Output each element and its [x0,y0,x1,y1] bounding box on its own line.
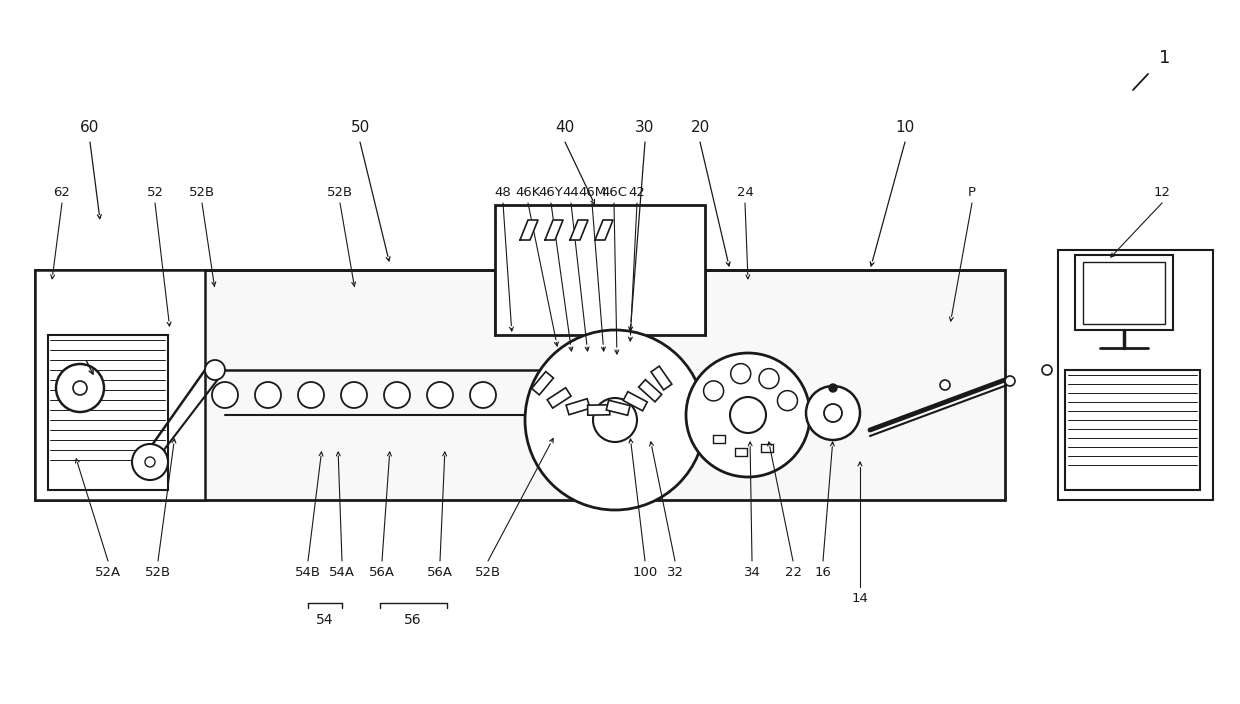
Bar [495,205,706,335]
Bar [1075,255,1173,330]
Text: 46K: 46K [516,185,541,199]
Bar [35,270,205,500]
Text: 42: 42 [629,185,646,199]
Text: 60: 60 [81,120,99,135]
Text: 24: 24 [737,185,754,199]
Circle shape [730,397,766,433]
Circle shape [427,382,453,408]
Text: 52: 52 [146,185,164,199]
Text: 12: 12 [1153,185,1171,199]
Text: 56: 56 [404,613,422,627]
Circle shape [703,381,724,401]
Circle shape [830,384,837,392]
Bar [588,405,610,415]
Text: 40: 40 [556,120,574,135]
Circle shape [686,353,810,477]
Text: 56A: 56A [427,565,453,579]
Text: 52B: 52B [327,185,353,199]
Text: 54A: 54A [329,565,355,579]
Text: 52B: 52B [188,185,215,199]
Circle shape [593,398,637,442]
Bar [35,270,1004,500]
Text: 34: 34 [744,565,760,579]
Polygon shape [570,220,588,240]
Circle shape [298,382,324,408]
Text: 10: 10 [895,120,915,135]
Bar [532,372,553,395]
Text: 20: 20 [691,120,709,135]
Circle shape [341,382,367,408]
Text: 46Y: 46Y [538,185,563,199]
Bar [606,401,630,415]
Text: 30: 30 [635,120,655,135]
Text: P: P [968,185,976,199]
Text: 46C: 46C [601,185,627,199]
Circle shape [534,382,560,408]
Circle shape [131,444,167,480]
Bar [1083,262,1166,324]
Circle shape [539,370,585,416]
Bar [624,391,647,411]
Circle shape [470,382,496,408]
Text: 52B: 52B [145,565,171,579]
Circle shape [777,391,797,410]
Text: 46M: 46M [578,185,606,199]
Text: 56A: 56A [370,565,396,579]
Circle shape [212,382,238,408]
Text: 50: 50 [351,120,370,135]
Bar [547,388,572,408]
Text: 1: 1 [1159,49,1171,67]
Text: 52B: 52B [475,565,501,579]
Circle shape [759,369,779,389]
Bar [567,398,590,415]
Circle shape [825,404,842,422]
Polygon shape [595,220,613,240]
Text: 54: 54 [316,613,334,627]
Text: 16: 16 [815,565,832,579]
Text: 62: 62 [53,185,71,199]
Text: 100: 100 [632,565,657,579]
Circle shape [806,386,861,440]
Bar [1065,370,1200,490]
Text: 32: 32 [667,565,683,579]
Circle shape [1004,376,1016,386]
Circle shape [56,364,104,412]
Circle shape [73,381,87,395]
Circle shape [940,380,950,390]
Polygon shape [546,220,563,240]
Circle shape [1042,365,1052,375]
Bar [639,379,662,402]
Bar [1058,250,1213,500]
Polygon shape [520,220,538,240]
Circle shape [205,360,224,380]
Circle shape [255,382,281,408]
Text: 22: 22 [785,565,801,579]
Text: 14: 14 [852,591,868,605]
Text: 44: 44 [563,185,579,199]
Circle shape [730,364,750,384]
Bar [48,335,167,490]
Circle shape [145,457,155,467]
Circle shape [525,330,706,510]
Text: 54B: 54B [295,565,321,579]
Bar [651,366,672,390]
Circle shape [384,382,410,408]
Text: 48: 48 [495,185,511,199]
Text: 52A: 52A [95,565,122,579]
